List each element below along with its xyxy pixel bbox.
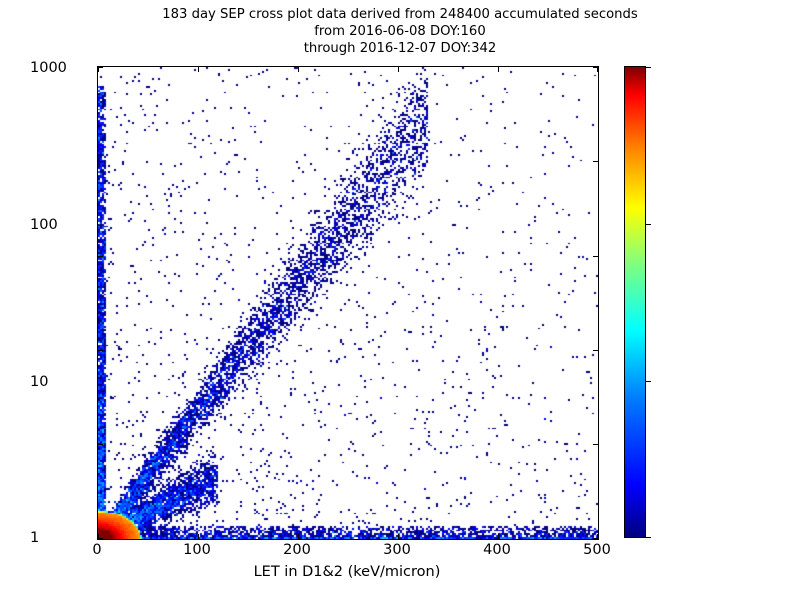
cbticklabel-10: 10 <box>30 374 49 390</box>
ytick-300 <box>98 256 103 257</box>
ytick-right-0 <box>593 538 598 539</box>
colorbar-container <box>624 66 651 538</box>
xtick-bottom-100 <box>198 534 199 539</box>
ytick-200 <box>98 350 103 351</box>
xtick-bottom-0 <box>98 534 99 539</box>
plot-axes-area <box>97 66 599 540</box>
ytick-500 <box>98 67 103 68</box>
ytick-right-200 <box>593 350 598 351</box>
xtick-100 <box>198 67 199 72</box>
xticklabel-200: 200 <box>283 542 311 558</box>
cbticklabel-100: 100 <box>30 217 58 233</box>
xticklabel-400: 400 <box>483 542 511 558</box>
cbtick-1000 <box>646 67 651 68</box>
title-line-3: through 2016-12-07 DOY:342 <box>303 41 497 56</box>
xtick-bottom-200 <box>298 534 299 539</box>
ytick-100 <box>98 444 103 445</box>
xtick-500 <box>597 67 598 72</box>
x-axis-label: LET in D1&2 (keV/micron) <box>253 564 441 580</box>
ytick-right-500 <box>593 67 598 68</box>
xticklabel-500: 500 <box>583 542 611 558</box>
plot-title: 183 day SEP cross plot data derived from… <box>0 6 800 57</box>
xtick-400 <box>498 67 499 72</box>
ytick-right-400 <box>593 161 598 162</box>
xtick-bottom-400 <box>498 534 499 539</box>
title-line-2: from 2016-06-08 DOY:160 <box>314 24 486 39</box>
xtick-200 <box>298 67 299 72</box>
ytick-right-100 <box>593 444 598 445</box>
colorbar-gradient <box>624 66 646 538</box>
xticklabel-100: 100 <box>183 542 211 558</box>
xticklabel-300: 300 <box>383 542 411 558</box>
xtick-300 <box>398 67 399 72</box>
cbticklabel-1: 1 <box>30 530 40 546</box>
title-line-1: 183 day SEP cross plot data derived from… <box>162 7 638 22</box>
xtick-bottom-500 <box>597 534 598 539</box>
xtick-bottom-300 <box>398 534 399 539</box>
cbtick-10 <box>646 381 651 382</box>
xtick-0 <box>98 67 99 72</box>
cbtick-1 <box>646 537 651 538</box>
ytick-0 <box>98 538 103 539</box>
ytick-400 <box>98 161 103 162</box>
xticklabel-0: 0 <box>92 542 102 558</box>
scatter-density-canvas <box>98 67 598 539</box>
cbticklabel-1000: 1000 <box>30 60 67 76</box>
cbtick-100 <box>646 224 651 225</box>
ytick-right-300 <box>593 256 598 257</box>
